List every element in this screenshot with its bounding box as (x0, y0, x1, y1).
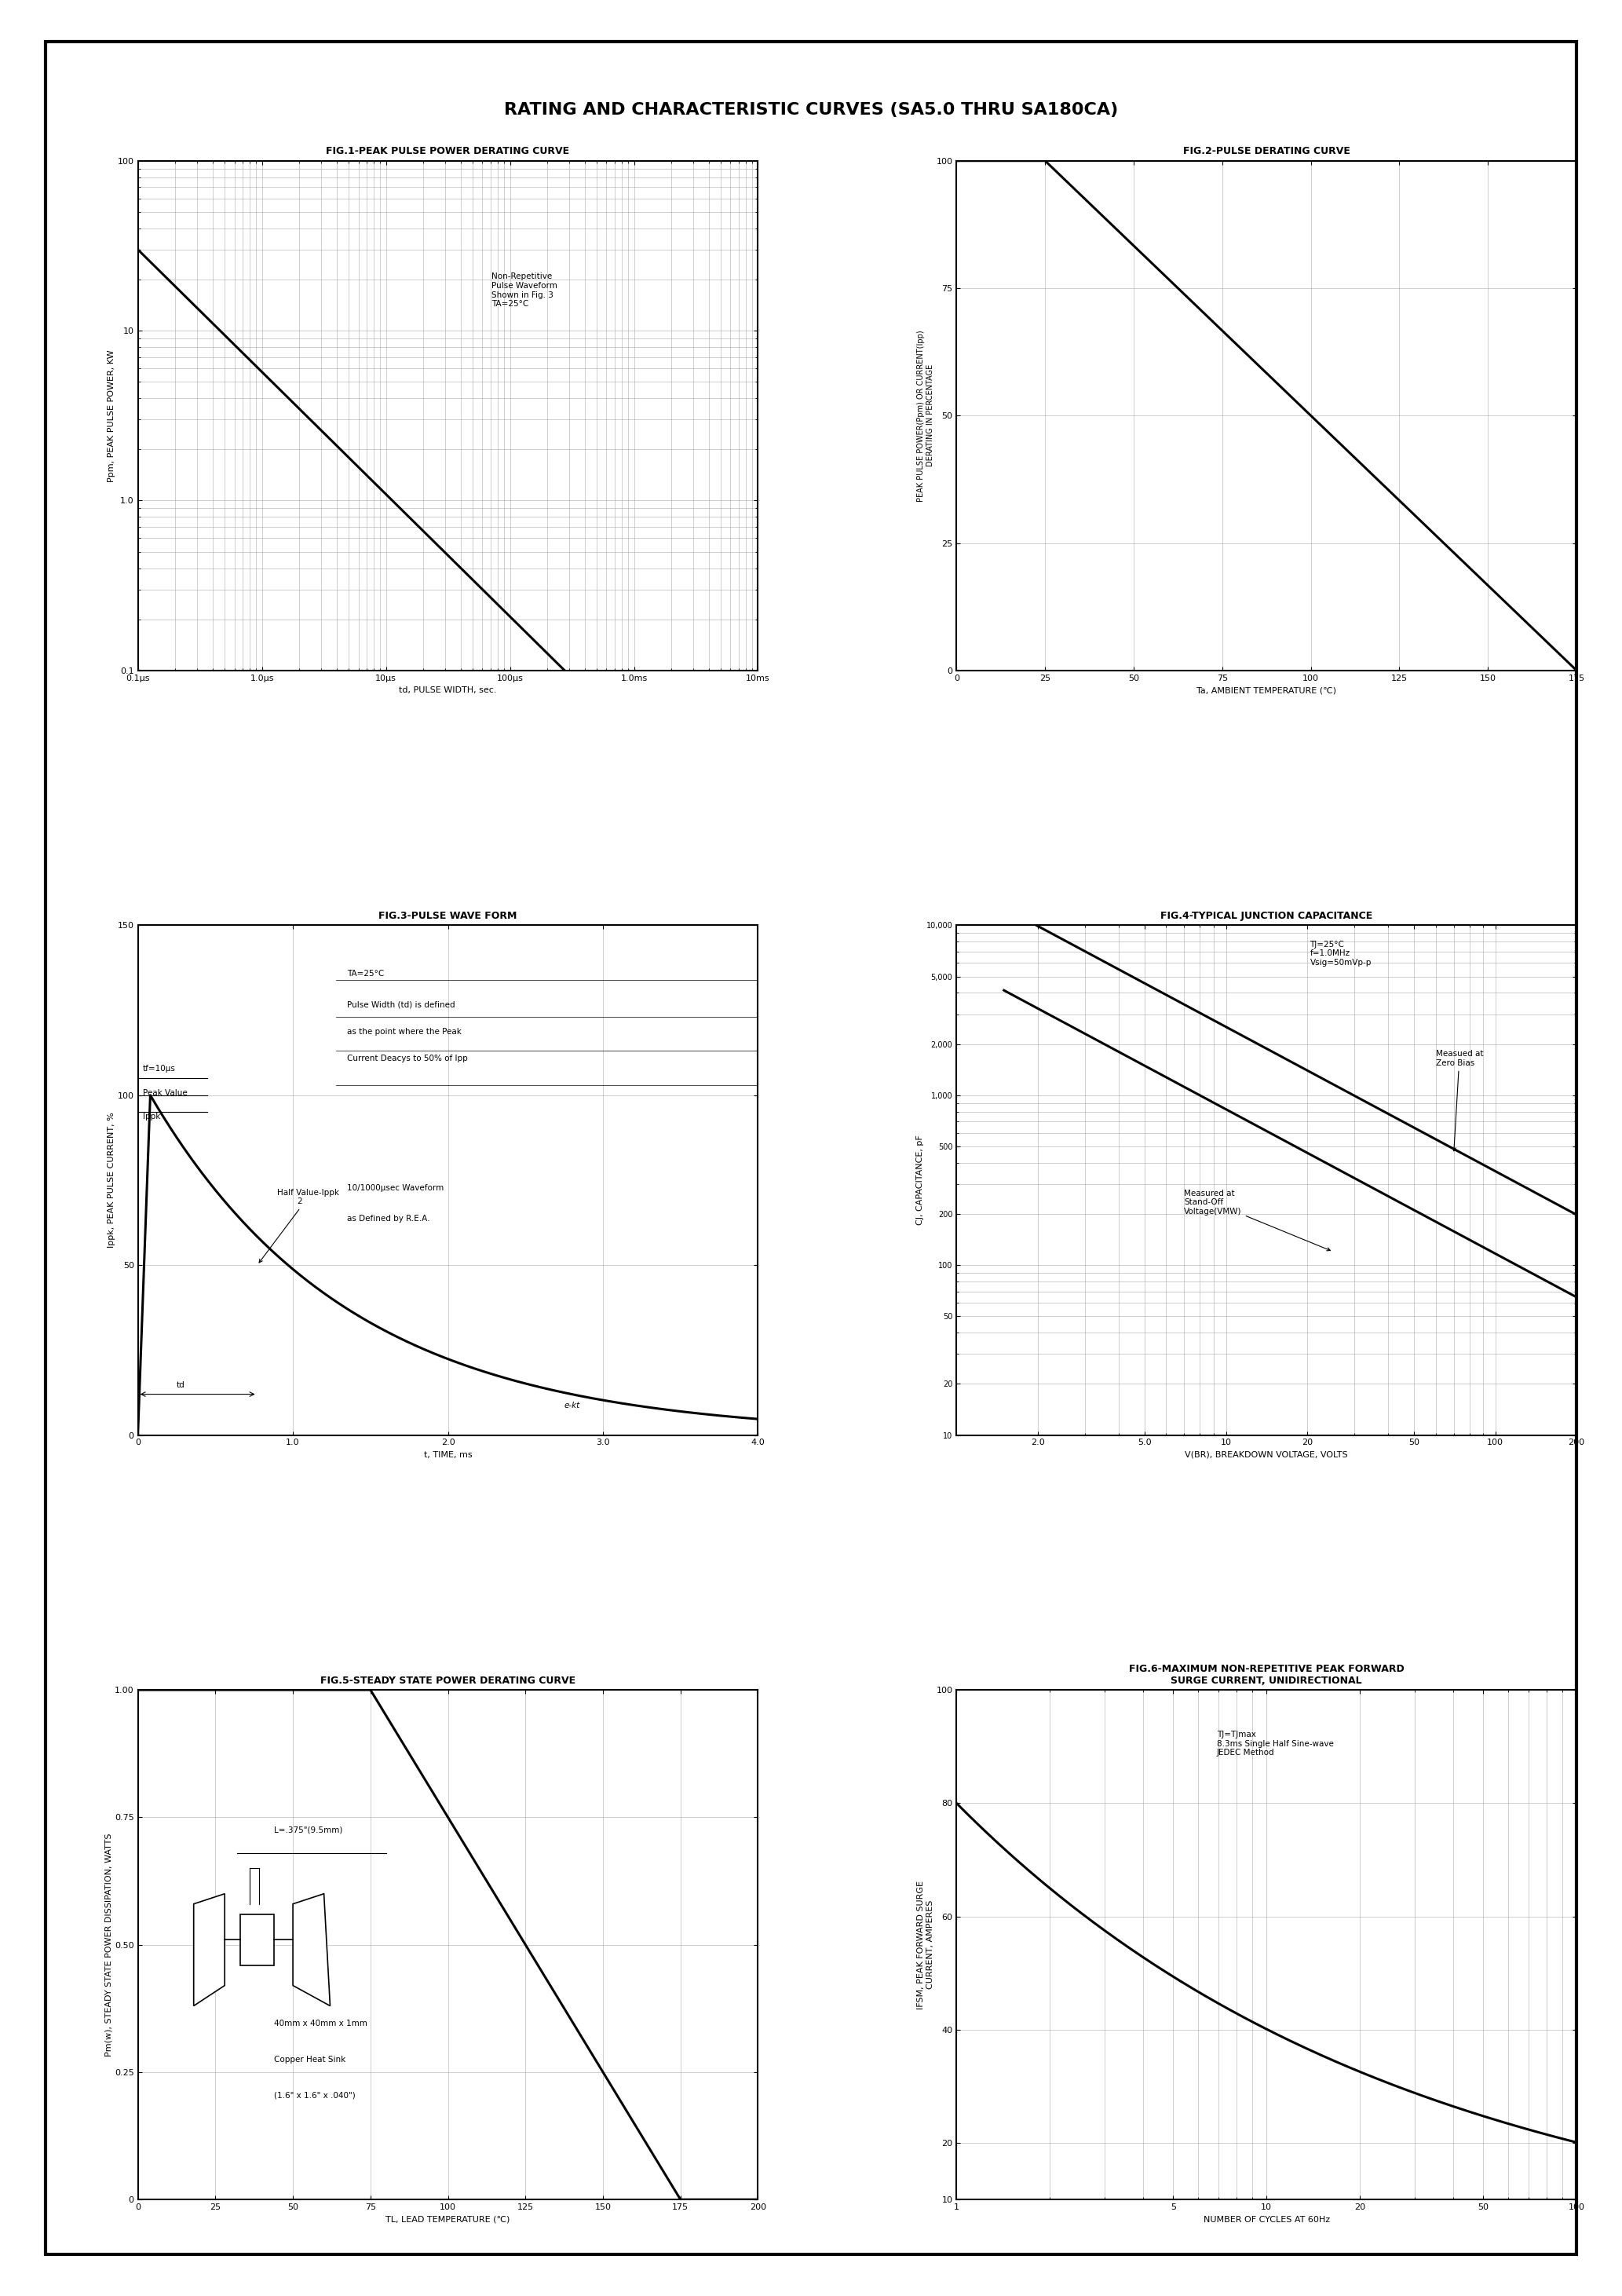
X-axis label: V(BR), BREAKDOWN VOLTAGE, VOLTS: V(BR), BREAKDOWN VOLTAGE, VOLTS (1186, 1451, 1348, 1458)
Text: tf=10μs: tf=10μs (143, 1065, 175, 1072)
Text: Measued at
Zero Bias: Measued at Zero Bias (1435, 1049, 1483, 1150)
Title: FIG.5-STEADY STATE POWER DERATING CURVE: FIG.5-STEADY STATE POWER DERATING CURVE (320, 1676, 576, 1685)
Y-axis label: Ppm, PEAK PULSE POWER, KW: Ppm, PEAK PULSE POWER, KW (107, 349, 115, 482)
Text: Ippk: Ippk (143, 1114, 161, 1120)
Y-axis label: CJ, CAPACITANCE, pF: CJ, CAPACITANCE, pF (916, 1134, 925, 1226)
Title: FIG.3-PULSE WAVE FORM: FIG.3-PULSE WAVE FORM (378, 912, 517, 921)
Text: Measured at
Stand-Off
Voltage(VMW): Measured at Stand-Off Voltage(VMW) (1184, 1189, 1330, 1251)
Text: RATING AND CHARACTERISTIC CURVES (SA5.0 THRU SA180CA): RATING AND CHARACTERISTIC CURVES (SA5.0 … (504, 103, 1118, 117)
Text: 10/1000μsec Waveform: 10/1000μsec Waveform (347, 1185, 444, 1192)
Title: FIG.1-PEAK PULSE POWER DERATING CURVE: FIG.1-PEAK PULSE POWER DERATING CURVE (326, 147, 569, 156)
Y-axis label: PEAK PULSE POWER(Ppm) OR CURRENT(Ipp)
DERATING IN PERCENTAGE: PEAK PULSE POWER(Ppm) OR CURRENT(Ipp) DE… (916, 331, 934, 501)
Text: as the point where the Peak: as the point where the Peak (347, 1029, 462, 1035)
Polygon shape (240, 1915, 274, 1965)
Text: Peak Value: Peak Value (143, 1088, 187, 1097)
Text: e-kt: e-kt (564, 1401, 581, 1410)
Text: TA=25°C: TA=25°C (347, 969, 384, 978)
Text: Non-Repetitive
Pulse Waveform
Shown in Fig. 3
TA=25°C: Non-Repetitive Pulse Waveform Shown in F… (491, 273, 558, 308)
Text: 40mm x 40mm x 1mm: 40mm x 40mm x 1mm (274, 2020, 368, 2027)
X-axis label: td, PULSE WIDTH, sec.: td, PULSE WIDTH, sec. (399, 687, 496, 693)
Text: (1.6" x 1.6" x .040"): (1.6" x 1.6" x .040") (274, 2092, 355, 2099)
Title: FIG.6-MAXIMUM NON-REPETITIVE PEAK FORWARD
SURGE CURRENT, UNIDIRECTIONAL: FIG.6-MAXIMUM NON-REPETITIVE PEAK FORWAR… (1129, 1665, 1405, 1685)
Title: FIG.4-TYPICAL JUNCTION CAPACITANCE: FIG.4-TYPICAL JUNCTION CAPACITANCE (1160, 912, 1372, 921)
Text: td: td (177, 1382, 185, 1389)
Text: TJ=TJmax
8.3ms Single Half Sine-wave
JEDEC Method: TJ=TJmax 8.3ms Single Half Sine-wave JED… (1216, 1731, 1333, 1756)
Title: FIG.2-PULSE DERATING CURVE: FIG.2-PULSE DERATING CURVE (1182, 147, 1350, 156)
Polygon shape (193, 1894, 225, 2007)
Text: L=.375"(9.5mm): L=.375"(9.5mm) (274, 1825, 342, 1835)
Text: TJ=25°C
f=1.0MHz
Vsig=50mVp-p: TJ=25°C f=1.0MHz Vsig=50mVp-p (1311, 941, 1372, 967)
X-axis label: t, TIME, ms: t, TIME, ms (423, 1451, 472, 1458)
X-axis label: Ta, AMBIENT TEMPERATURE (℃): Ta, AMBIENT TEMPERATURE (℃) (1197, 687, 1337, 693)
Y-axis label: IFSM, PEAK FORWARD SURGE
CURRENT, AMPERES: IFSM, PEAK FORWARD SURGE CURRENT, AMPERE… (916, 1880, 934, 2009)
Text: Copper Heat Sink: Copper Heat Sink (274, 2055, 345, 2064)
Polygon shape (294, 1894, 331, 2007)
Y-axis label: Ippk, PEAK PULSE CURRENT, %: Ippk, PEAK PULSE CURRENT, % (107, 1111, 115, 1249)
Text: Current Deacys to 50% of Ipp: Current Deacys to 50% of Ipp (347, 1054, 467, 1063)
Y-axis label: Pm(w), STEADY STATE POWER DISSIPATION, WATTS: Pm(w), STEADY STATE POWER DISSIPATION, W… (104, 1832, 112, 2057)
Text: as Defined by R.E.A.: as Defined by R.E.A. (347, 1215, 430, 1221)
X-axis label: NUMBER OF CYCLES AT 60Hz: NUMBER OF CYCLES AT 60Hz (1204, 2216, 1330, 2223)
Text: Half Value-Ippk
        2: Half Value-Ippk 2 (260, 1189, 339, 1263)
X-axis label: TL, LEAD TEMPERATURE (℃): TL, LEAD TEMPERATURE (℃) (386, 2216, 509, 2223)
Text: Pulse Width (td) is defined: Pulse Width (td) is defined (347, 1001, 456, 1008)
